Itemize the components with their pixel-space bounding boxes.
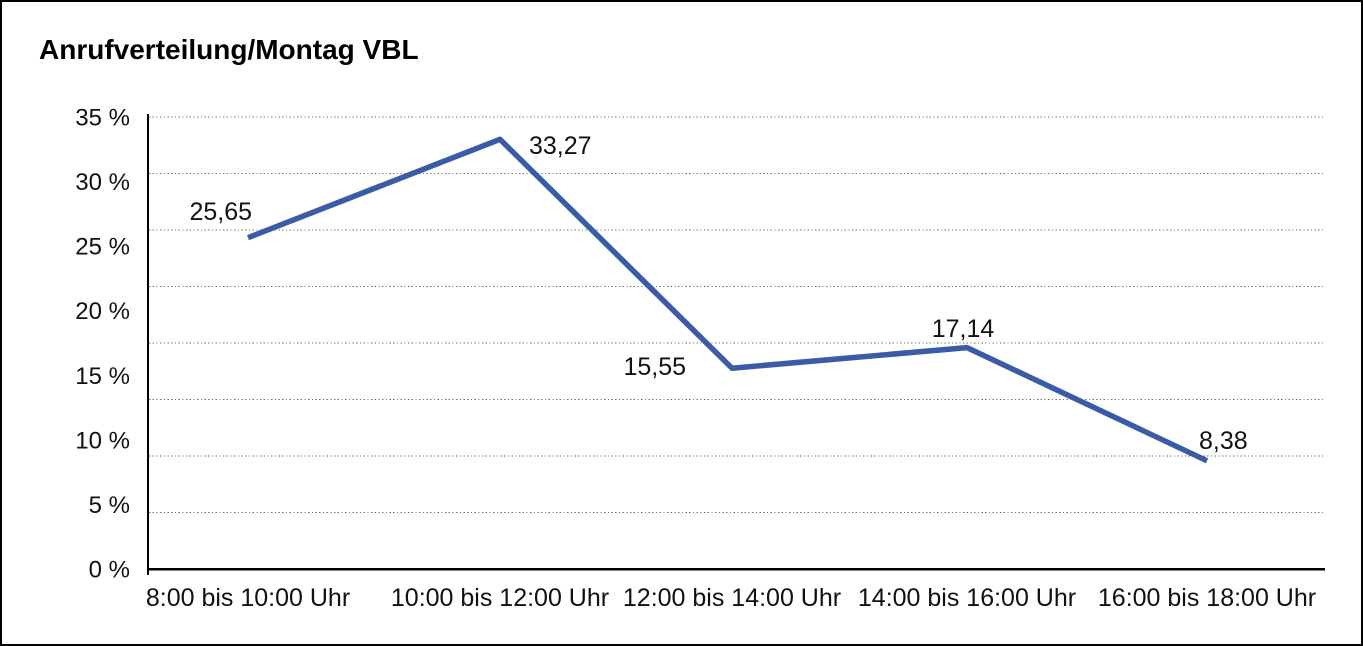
series-line <box>246 136 1209 464</box>
y-tick-label: 15 % <box>75 363 130 390</box>
x-axis-label: 12:00 bis 14:00 Uhr <box>623 584 841 612</box>
plot-area: 0 % 5 % 10 % 15 % 20 % 25 % 30 % 35 % 8:00 bis 1… <box>75 105 1325 612</box>
x-axis-label: 14:00 bis 16:00 Uhr <box>858 584 1076 612</box>
x-axis-label: 16:00 bis 18:00 Uhr <box>1098 584 1316 612</box>
y-tick-label: 30 % <box>75 169 130 196</box>
x-axis-label: 10:00 bis 12:00 Uhr <box>391 584 609 612</box>
y-tick-label: 35 % <box>75 105 130 132</box>
y-tick-label: 25 % <box>75 234 130 261</box>
data-label: 33,27 <box>529 132 592 160</box>
data-label: 17,14 <box>932 315 995 343</box>
data-label: 8,38 <box>1199 427 1248 455</box>
x-axis-label: 8:00 bis 10:00 Uhr <box>146 584 350 612</box>
y-tick-label: 5 % <box>89 492 130 519</box>
chart-title: Anrufverteilung/Montag VBL <box>39 34 419 65</box>
data-label: 25,65 <box>189 198 252 226</box>
y-tick-label: 0 % <box>89 557 130 584</box>
data-label: 15,55 <box>623 353 686 381</box>
y-tick-label: 20 % <box>75 298 130 325</box>
y-tick-label: 10 % <box>75 427 130 454</box>
